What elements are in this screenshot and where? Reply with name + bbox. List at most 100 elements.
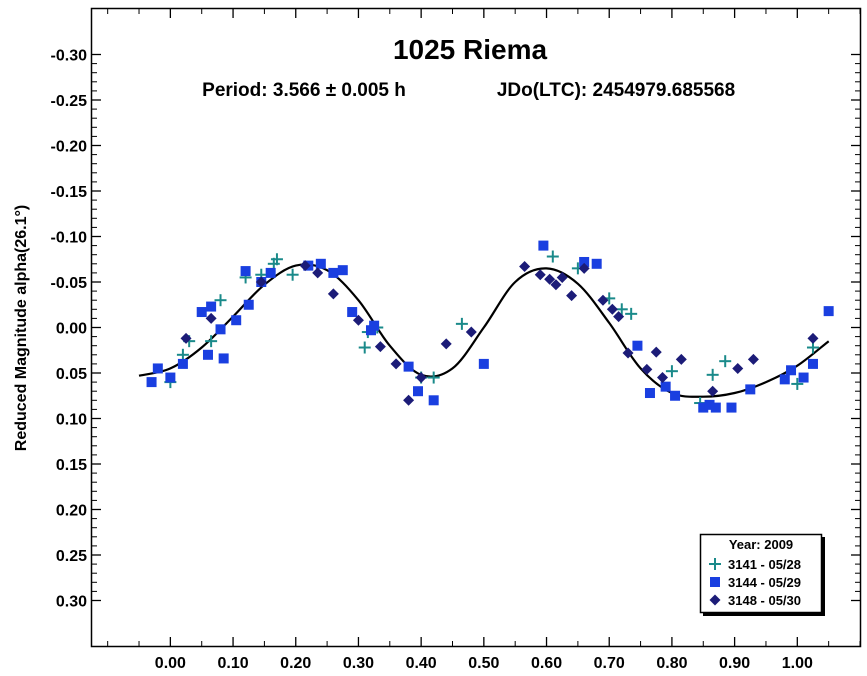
data-point-square (786, 365, 797, 376)
data-point-square (240, 266, 251, 277)
data-point-square (177, 358, 188, 369)
data-point-diamond (440, 338, 452, 350)
data-point-square (413, 386, 424, 397)
data-point-diamond (205, 312, 217, 324)
data-point-plus (358, 341, 371, 354)
data-point-diamond (374, 341, 386, 353)
legend-marker-diamond (709, 594, 721, 606)
data-point-square (337, 265, 348, 276)
data-point-square (315, 258, 326, 269)
y-tick-label: 0.05 (56, 366, 87, 383)
data-point-diamond (807, 332, 819, 344)
data-point-diamond (519, 261, 531, 273)
data-point-plus (427, 371, 440, 384)
data-point-diamond (641, 363, 653, 375)
data-point-plus (286, 268, 299, 281)
data-point-diamond (657, 372, 669, 384)
data-point-square (823, 306, 834, 317)
data-point-diamond (465, 326, 477, 338)
data-point-square (726, 402, 737, 413)
data-point-plus (706, 368, 719, 381)
data-point-square (807, 358, 818, 369)
data-point-plus (455, 317, 468, 330)
data-point-square (632, 340, 643, 351)
legend-entry-label: 3144 - 05/29 (728, 575, 801, 590)
data-point-diamond (556, 271, 568, 283)
data-point-diamond (578, 262, 590, 274)
data-point-square (265, 267, 276, 278)
data-point-plus (176, 348, 189, 361)
data-point-plus (270, 253, 283, 266)
data-point-square (704, 399, 715, 410)
y-tick-label: -0.15 (51, 184, 88, 201)
x-tick-label: 0.30 (343, 655, 374, 672)
data-point-diamond (550, 279, 562, 291)
data-point-square (347, 307, 358, 318)
data-point-diamond (597, 294, 609, 306)
data-point-square (591, 258, 602, 269)
data-point-diamond (390, 358, 402, 370)
y-tick-label: -0.30 (51, 48, 88, 65)
x-tick-label: 0.10 (217, 655, 248, 672)
data-point-square (660, 381, 671, 392)
data-point-diamond (544, 273, 556, 285)
data-point-plus (719, 355, 732, 368)
period-label: Period: 3.566 ± 0.005 h (202, 80, 406, 101)
legend-entry-label: 3148 - 05/30 (728, 593, 801, 608)
epoch-label: JDo(LTC): 2454979.685568 (497, 80, 735, 101)
data-point-square (670, 390, 681, 401)
data-point-diamond (415, 372, 427, 384)
data-point-diamond (606, 303, 618, 315)
y-tick-label: -0.20 (51, 139, 88, 156)
legend-shadow-bottom (703, 613, 825, 616)
x-tick-label: 0.40 (406, 655, 437, 672)
y-tick-label: 0.10 (56, 412, 87, 429)
y-tick-label: 0.15 (56, 457, 87, 474)
legend-title: Year: 2009 (729, 537, 793, 552)
data-point-diamond (650, 346, 662, 358)
data-point-square (328, 267, 339, 278)
y-axis-label: Reduced Magnitude alpha(26.1°) (13, 205, 30, 451)
data-point-square (218, 353, 229, 364)
data-point-diamond (707, 385, 719, 397)
data-point-plus (665, 365, 678, 378)
x-tick-label: 0.00 (155, 655, 186, 672)
data-point-diamond (675, 353, 687, 365)
data-point-plus (205, 335, 218, 348)
data-point-diamond (732, 362, 744, 374)
data-point-plus (546, 250, 559, 263)
x-tick-label: 1.00 (782, 655, 813, 672)
data-point-square (369, 320, 380, 331)
data-point-square (202, 349, 213, 360)
data-point-square (710, 402, 721, 413)
y-tick-label: -0.05 (51, 275, 88, 292)
data-point-square (779, 374, 790, 385)
data-point-diamond (403, 394, 415, 406)
data-point-square (165, 372, 176, 383)
legend-entry-label: 3141 - 05/28 (728, 557, 801, 572)
data-point-square (798, 372, 809, 383)
y-tick-label: 0.20 (56, 503, 87, 520)
data-point-square (478, 358, 489, 369)
data-point-diamond (613, 311, 625, 323)
legend-shadow-right (822, 537, 825, 615)
y-tick-label: 0.30 (56, 594, 87, 611)
data-point-square (644, 388, 655, 399)
data-point-square (231, 315, 242, 326)
plot-frame (90, 7, 862, 648)
x-tick-label: 0.90 (719, 655, 750, 672)
legend: Year: 2009 3141 - 05/28 3144 - 05/29 3148 … (699, 533, 825, 616)
data-point-diamond (255, 276, 267, 288)
data-point-square (403, 361, 414, 372)
data-point-square (146, 377, 157, 388)
data-point-diamond (327, 288, 339, 300)
data-point-diamond (352, 314, 364, 326)
data-point-diamond (180, 332, 192, 344)
legend-box (699, 533, 823, 614)
x-tick-label: 0.70 (594, 655, 625, 672)
data-point-square (745, 384, 756, 395)
y-tick-label: 0.00 (56, 321, 87, 338)
data-point-square (579, 256, 590, 267)
y-tick-label: -0.10 (51, 230, 88, 247)
